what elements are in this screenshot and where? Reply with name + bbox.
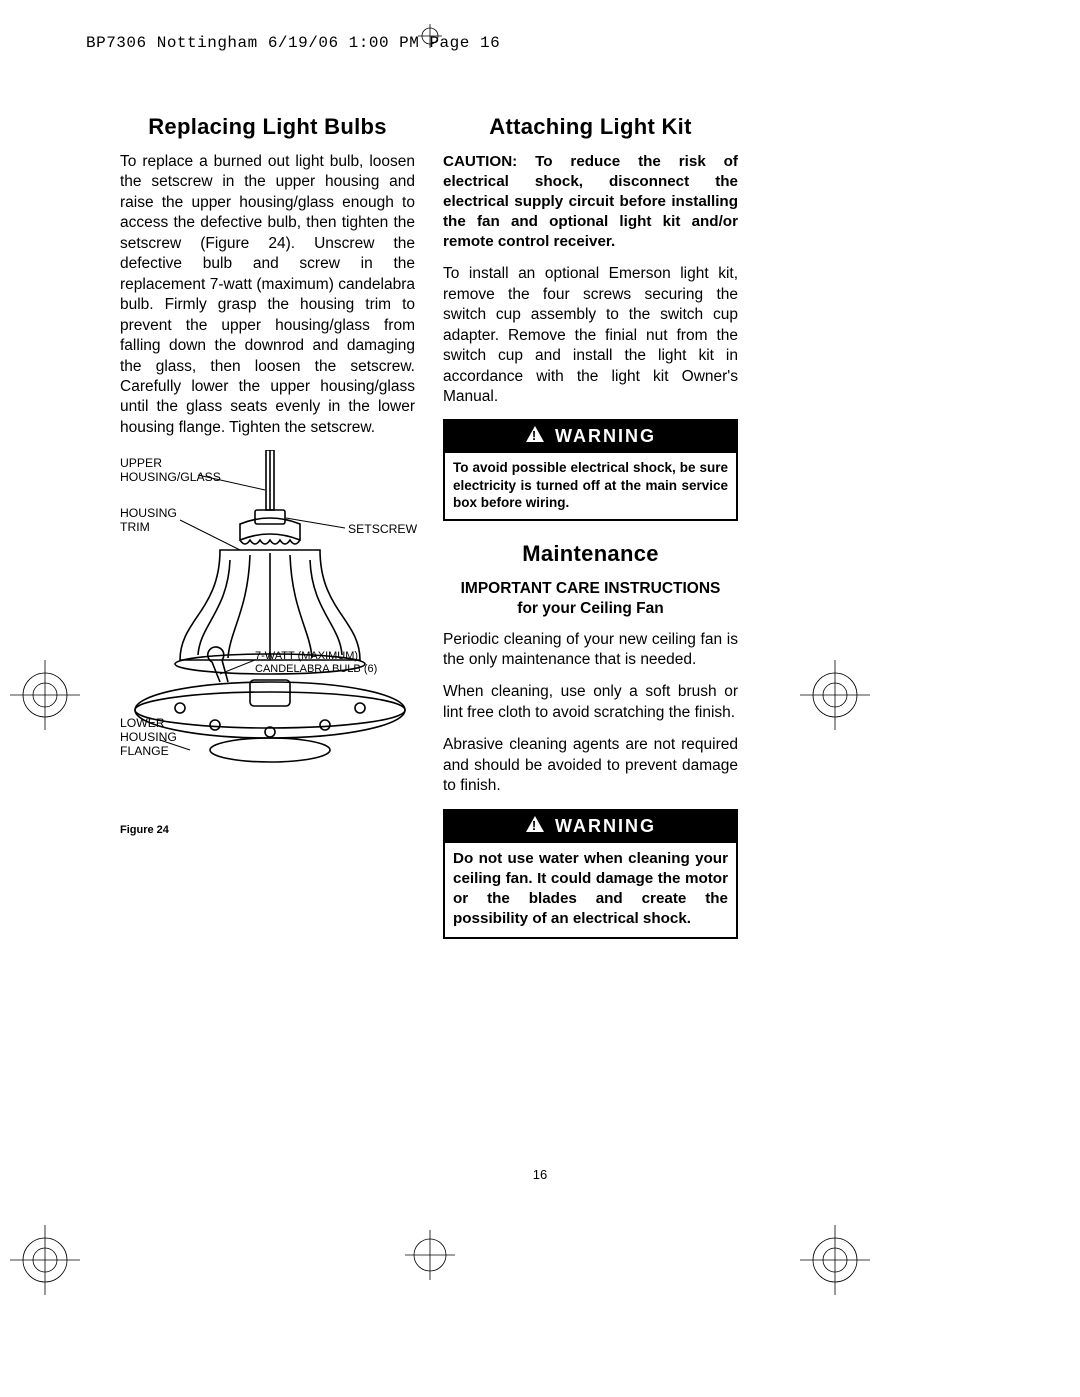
callout-setscrew: SETSCREW [348, 522, 417, 536]
callout-upper-housing-glass: UPPERHOUSING/GLASS [120, 456, 221, 484]
warning-triangle-icon: ! [525, 815, 545, 838]
para-replacing-bulbs: To replace a burned out light bulb, loos… [120, 152, 415, 438]
warning-text-2: Do not use water when cleaning your ceil… [445, 843, 736, 937]
warning-triangle-icon: ! [525, 425, 545, 448]
registration-mark-icon [10, 1225, 80, 1295]
registration-mark-icon [405, 1230, 455, 1280]
callout-lower-housing-flange: LOWERHOUSINGFLANGE [120, 716, 177, 758]
registration-mark-icon [800, 1225, 870, 1295]
registration-mark-icon [800, 660, 870, 730]
heading-replacing-bulbs: Replacing Light Bulbs [120, 114, 415, 140]
caution-text: CAUTION: To reduce the risk of electrica… [443, 152, 738, 252]
svg-text:!: ! [532, 818, 538, 833]
warning-box-1: ! WARNING To avoid possible electrical s… [443, 419, 738, 521]
warning-label-2: WARNING [555, 816, 656, 837]
para-maintenance-3: Abrasive cleaning agents are not require… [443, 735, 738, 796]
registration-mark-icon [10, 660, 80, 730]
heading-maintenance: Maintenance [443, 541, 738, 567]
right-column: Attaching Light Kit CAUTION: To reduce t… [443, 100, 738, 959]
callout-housing-trim: HOUSINGTRIM [120, 506, 177, 534]
important-line-2: for your Ceiling Fan [517, 600, 663, 617]
page-number: 16 [0, 1167, 1080, 1182]
para-maintenance-1: Periodic cleaning of your new ceiling fa… [443, 630, 738, 671]
warning-banner-1: ! WARNING [445, 421, 736, 453]
warning-banner-2: ! WARNING [445, 811, 736, 843]
para-install-light-kit: To install an optional Emerson light kit… [443, 264, 738, 407]
crop-mark-icon [418, 24, 442, 48]
important-care-instructions: IMPORTANT CARE INSTRUCTIONS for your Cei… [443, 579, 738, 619]
important-line-1: IMPORTANT CARE INSTRUCTIONS [461, 580, 721, 597]
page: BP7306 Nottingham 6/19/06 1:00 PM Page 1… [0, 0, 1080, 1397]
figure-24: UPPERHOUSING/GLASS HOUSINGTRIM SETSCREW … [120, 450, 415, 820]
warning-text-1: To avoid possible electrical shock, be s… [445, 453, 736, 519]
left-column: Replacing Light Bulbs To replace a burne… [120, 100, 415, 959]
callout-bulb: 7-WATT (MAXIMUM)CANDELABRA BULB (6) [255, 650, 377, 675]
warning-label-1: WARNING [555, 426, 656, 447]
heading-attaching-light-kit: Attaching Light Kit [443, 114, 738, 140]
figure-24-caption: Figure 24 [120, 824, 415, 836]
svg-text:!: ! [532, 428, 538, 443]
para-maintenance-2: When cleaning, use only a soft brush or … [443, 682, 738, 723]
warning-box-2: ! WARNING Do not use water when cleaning… [443, 809, 738, 939]
content-columns: Replacing Light Bulbs To replace a burne… [120, 100, 740, 959]
